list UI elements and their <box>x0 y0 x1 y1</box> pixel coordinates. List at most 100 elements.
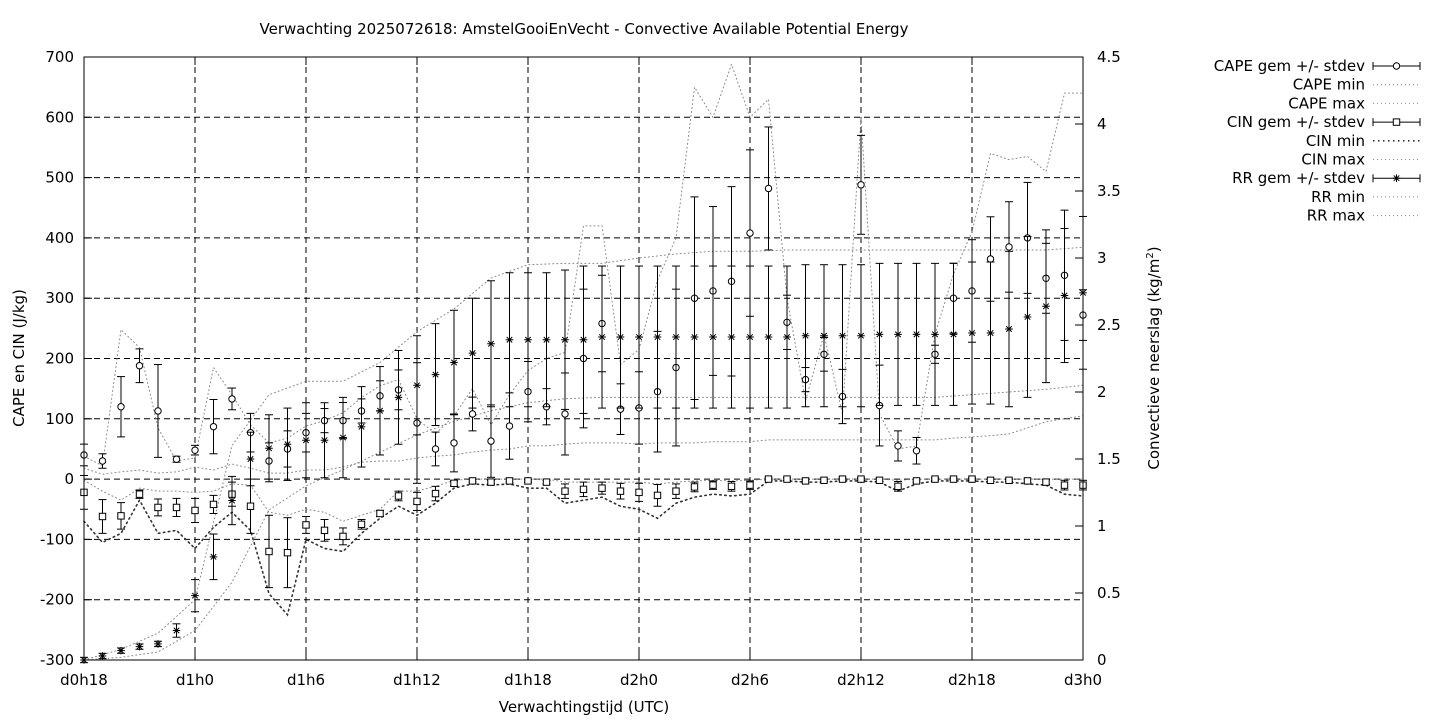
data-point-square <box>135 490 144 498</box>
y-tick-label: 700 <box>45 48 74 66</box>
y2-axis-ticks: 4.5 4 3.5 3 2.5 2 1.5 1 0.5 0 <box>1075 48 1121 669</box>
y2-axis-label: Convectieve neerslag (kg/m2) <box>1145 246 1163 469</box>
data-point-square <box>1392 118 1401 126</box>
data-point-star <box>376 406 384 415</box>
legend-label: RR min <box>1311 188 1365 206</box>
data-point-star <box>709 333 717 341</box>
data-point-circle <box>561 410 569 418</box>
data-point-star <box>653 333 662 341</box>
data-point-circle <box>505 422 514 430</box>
y2-tick-label: 0 <box>1097 651 1107 669</box>
x-tick-label: d0h18 <box>60 671 108 689</box>
data-point-square <box>727 482 736 491</box>
data-point-star <box>1392 174 1401 182</box>
data-point-square <box>98 512 107 521</box>
data-point-square <box>376 509 384 518</box>
data-point-star <box>727 333 736 341</box>
data-point-circle <box>912 447 921 455</box>
data-point-square <box>783 475 791 483</box>
data-point-square <box>413 497 421 506</box>
data-point-star <box>320 436 329 445</box>
x-tick-label: d1h12 <box>393 671 441 689</box>
data-point-star <box>431 370 440 379</box>
plot-series <box>80 62 1087 664</box>
data-point-square <box>653 491 662 500</box>
data-point-square <box>1060 481 1069 489</box>
y-tick-label: 500 <box>45 169 74 187</box>
series-rr-gem-stdev <box>80 215 1087 664</box>
data-point-star <box>172 626 181 635</box>
x-tick-label: d1h6 <box>287 671 325 689</box>
data-point-square <box>690 483 699 491</box>
data-point-star <box>857 331 865 340</box>
data-point-star <box>394 393 403 402</box>
data-point-star <box>616 333 625 341</box>
legend-label: CAPE max <box>1288 94 1365 112</box>
data-point-circle <box>1392 62 1401 70</box>
data-point-square <box>579 485 588 494</box>
data-point-square <box>524 477 532 485</box>
legend-label: CAPE gem +/- stdev <box>1214 57 1365 75</box>
data-point-star <box>1042 302 1050 311</box>
y2-tick-label: 2 <box>1097 383 1107 401</box>
y-tick-label: -200 <box>40 591 74 609</box>
data-point-square <box>894 482 902 491</box>
data-point-star <box>986 329 995 337</box>
data-point-star <box>117 646 125 655</box>
y-axis-ticks: 700 600 500 400 300 200 100 0 -100 -200 -300 <box>40 48 92 669</box>
data-point-star <box>505 335 514 344</box>
data-point-square <box>1005 476 1013 485</box>
data-point-star <box>135 642 144 651</box>
data-point-circle <box>487 437 495 445</box>
data-point-square <box>616 487 625 495</box>
data-point-star <box>968 329 976 337</box>
data-point-square <box>172 503 181 512</box>
data-point-star <box>265 444 273 453</box>
data-point-star <box>450 358 458 367</box>
data-point-square <box>339 532 347 541</box>
data-point-circle <box>1005 243 1013 251</box>
data-point-square <box>468 477 477 485</box>
legend-label: RR gem +/- stdev <box>1232 169 1365 187</box>
data-point-star <box>912 330 921 339</box>
chart-title: Verwachting 2025072618: AmstelGooiEnVech… <box>260 20 909 38</box>
series-line-rr-max <box>83 246 1084 661</box>
x-axis-ticks: d0h18 d1h0 d1h6 d1h12 d1h18 d2h0 d2h6 d2h12 d2h1… <box>60 57 1102 689</box>
data-point-circle <box>135 362 144 370</box>
data-point-star <box>339 433 347 442</box>
data-point-square <box>505 477 514 485</box>
data-point-circle <box>228 395 236 403</box>
data-point-square <box>561 487 569 495</box>
y2-tick-label: 3 <box>1097 249 1107 267</box>
y-tick-label: 600 <box>45 108 74 126</box>
data-point-square <box>746 481 754 489</box>
data-point-square <box>542 478 551 486</box>
data-point-star <box>1023 313 1032 321</box>
data-point-star <box>801 331 810 340</box>
y2-tick-label: 4 <box>1097 115 1107 133</box>
data-point-square <box>709 481 717 489</box>
x-axis-label: Verwachtingstijd (UTC) <box>499 698 670 716</box>
data-point-star <box>209 553 218 561</box>
data-point-star <box>672 333 680 341</box>
legend-label: CIN min <box>1306 132 1365 150</box>
data-point-star <box>487 339 495 348</box>
legend-label: RR max <box>1307 207 1365 225</box>
data-point-star <box>228 496 236 505</box>
data-point-square <box>912 477 921 485</box>
data-point-star <box>302 436 310 445</box>
data-point-circle <box>746 229 754 237</box>
data-point-square <box>931 475 939 483</box>
series-cin-gem-stdev <box>80 474 1087 589</box>
legend-label: CIN gem +/- stdev <box>1227 113 1365 131</box>
y-tick-label: 400 <box>45 229 74 247</box>
data-point-square <box>635 488 643 497</box>
data-point-square <box>986 476 995 485</box>
data-point-square <box>431 489 440 498</box>
y2-tick-label: 1.5 <box>1097 450 1121 468</box>
x-tick-label: d1h0 <box>176 671 214 689</box>
data-point-square <box>302 521 310 529</box>
data-point-square <box>764 475 773 483</box>
data-point-star <box>524 335 532 344</box>
data-point-square <box>672 487 680 495</box>
